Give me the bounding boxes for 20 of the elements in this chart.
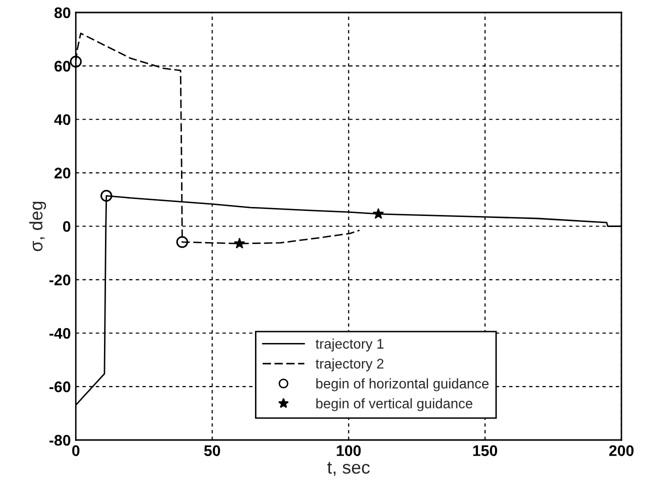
y-tick-label: 80 (54, 7, 70, 18)
y-axis-title: σ, deg (29, 202, 46, 252)
y-tick-label: 40 (54, 114, 70, 126)
y-tick-label: 20 (54, 168, 70, 178)
legend-label: begin of horizontal guidance (316, 378, 489, 392)
x-tick-label: 150 (473, 445, 498, 456)
y-tick-label: -60 (49, 381, 70, 392)
legend-label: begin of vertical guidance (316, 398, 472, 412)
x-tick-label: 200 (609, 445, 634, 456)
x-tick-label: 0 (72, 445, 80, 456)
y-tick-label: -20 (49, 274, 70, 286)
legend-label: trajectory 2 (316, 358, 384, 372)
y-tick-label: -80 (49, 434, 70, 446)
y-tick-label: 60 (54, 60, 70, 72)
y-tick-label: -40 (49, 328, 70, 339)
x-tick-label: 50 (204, 445, 220, 456)
y-tick-label: 0 (63, 221, 70, 232)
x-tick-label: 100 (336, 445, 361, 456)
x-axis-title: t, sec (327, 462, 370, 476)
legend-label: trajectory 1 (316, 338, 384, 352)
